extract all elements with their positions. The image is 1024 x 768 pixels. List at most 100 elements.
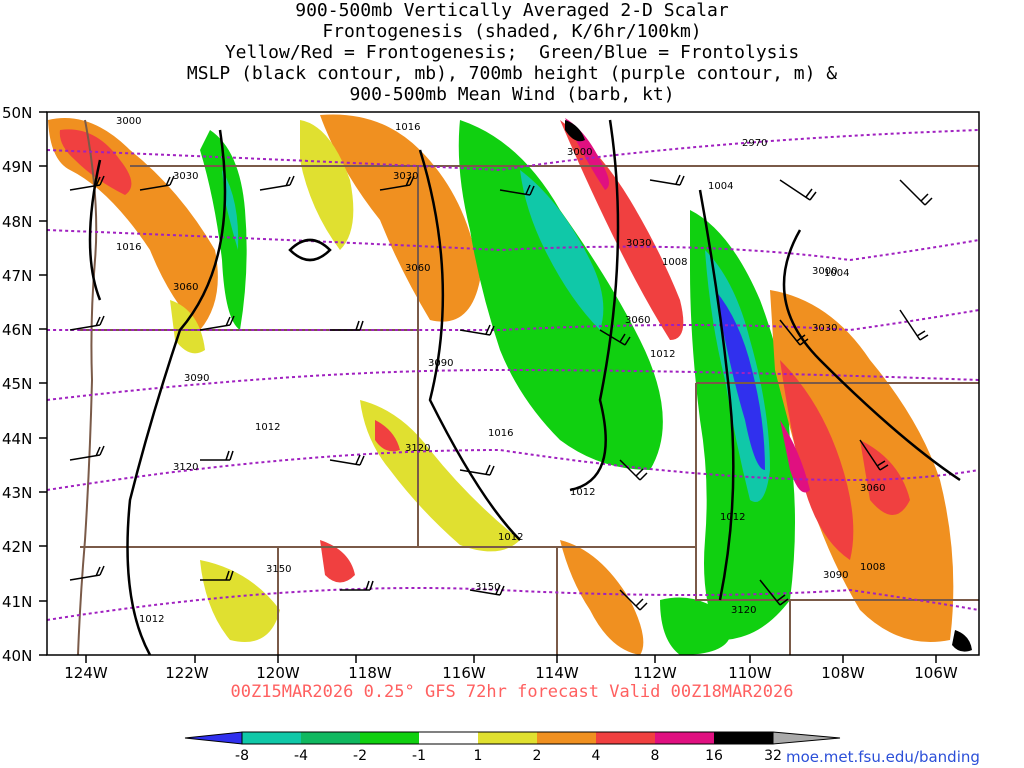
mslp-label: 1008	[662, 257, 687, 268]
height-label: 3090	[184, 373, 209, 384]
mslp-contour	[569, 119, 620, 492]
shade-se-magenta	[780, 420, 810, 493]
colorbar-label: -8	[235, 748, 249, 764]
height-label: 3030	[393, 171, 418, 182]
height-label: 3000	[567, 147, 592, 158]
mslp-contour	[288, 238, 332, 262]
height-label: 3000	[116, 116, 141, 127]
wind-barb	[259, 175, 295, 191]
height-label: 3120	[731, 605, 756, 616]
colorbar-segment	[301, 732, 360, 744]
lat-label: 45N	[2, 375, 32, 393]
mslp-label: 1004	[708, 181, 733, 192]
wind-barb	[649, 174, 685, 186]
title-line-5: 900-500mb Mean Wind (barb, kt)	[349, 84, 675, 105]
wind-barb	[619, 459, 648, 481]
mslp-label: 1012	[720, 512, 745, 523]
wind-barb	[69, 445, 105, 461]
lon-label: 124W	[64, 664, 108, 682]
wind-barb	[899, 309, 929, 341]
lat-label: 41N	[2, 593, 32, 611]
wind-barb	[499, 184, 535, 196]
lon-label: 112W	[633, 664, 677, 682]
shade-corner-black	[952, 630, 972, 652]
height-label: 3150	[475, 582, 500, 593]
lat-label: 50N	[2, 104, 32, 122]
height-label: 3060	[173, 282, 198, 293]
wind-barb	[619, 589, 648, 611]
colorbar-label: -4	[294, 748, 308, 764]
height-label: 3000	[812, 266, 837, 277]
mslp-label: 1008	[860, 562, 885, 573]
shade-se-red	[780, 360, 854, 560]
mslp-label: 1012	[255, 422, 280, 433]
colorbar-segment	[419, 732, 478, 744]
source-credit: moe.met.fsu.edu/banding	[786, 748, 980, 766]
lat-label: 47N	[2, 267, 32, 285]
wind-barb	[330, 320, 364, 331]
shade-montana-black	[565, 120, 585, 142]
colorbar-label: 8	[651, 748, 660, 764]
shade-nw-red	[59, 129, 132, 195]
lon-label: 116W	[442, 664, 486, 682]
shade-idaho-yellow	[300, 120, 354, 250]
mslp-label: 1004	[824, 268, 849, 279]
colorbar-label: 2	[533, 748, 542, 764]
lat-label: 43N	[2, 484, 32, 502]
mslp-label: 1016	[488, 428, 513, 439]
wind-barb	[379, 175, 415, 191]
lat-ticks	[39, 111, 47, 656]
shade-utah-orange	[560, 540, 644, 655]
axis-ticks	[39, 111, 937, 663]
wind-barb	[459, 464, 495, 476]
title-line-3: Yellow/Red = Frontogenesis; Green/Blue =…	[224, 42, 800, 63]
wind-barb	[200, 450, 234, 461]
colorbar-segment	[714, 732, 773, 744]
height-contour	[47, 368, 979, 401]
wind-barbs	[69, 174, 933, 611]
height-contour	[47, 229, 979, 262]
height-label: 3090	[428, 358, 453, 369]
height-label: 3120	[173, 462, 198, 473]
colorbar-label: 1	[474, 748, 483, 764]
shade-montana-red	[560, 120, 684, 340]
colorbar-segment	[596, 732, 655, 744]
mslp-contour	[698, 189, 735, 601]
colorbar-segment	[478, 732, 537, 744]
mslp-label: 1012	[650, 349, 675, 360]
shade-oregon-yellow	[170, 300, 205, 354]
lat-label: 40N	[2, 647, 32, 665]
title-line-4: MSLP (black contour, mb), 700mb height (…	[186, 63, 838, 84]
mslp-contour	[418, 149, 521, 541]
colorbar-segment	[655, 732, 714, 744]
colorbar-label: 32	[764, 748, 782, 764]
wind-barb	[200, 570, 234, 581]
wind-barb	[69, 315, 105, 331]
longitude-labels: 124W 122W 120W 118W 116W 114W 112W 110W …	[64, 664, 958, 682]
mslp-contour	[126, 129, 227, 655]
shade-sw-corner-green	[660, 597, 732, 655]
wind-barb	[899, 179, 933, 206]
height-label: 3090	[823, 570, 848, 581]
colorbar-label: -1	[412, 748, 426, 764]
frontogenesis-shading	[48, 114, 972, 655]
shade-sid-yellow	[360, 400, 520, 552]
colorbar: -8 -4 -2 -1 1 2 4 8 16 32	[184, 731, 841, 764]
mslp-contours	[88, 119, 961, 655]
wind-barb	[69, 565, 105, 581]
lon-label: 106W	[914, 664, 958, 682]
lat-label: 42N	[2, 538, 32, 556]
height-label: 3060	[405, 263, 430, 274]
height-label: 3060	[625, 315, 650, 326]
colorbar-arrow-left-outline	[184, 731, 243, 745]
colorbar-arrow-right	[773, 732, 840, 744]
colorbar-arrow-right-outline	[772, 731, 841, 745]
political-borders	[77, 119, 979, 655]
mslp-label: 1016	[395, 122, 420, 133]
border-wy	[695, 382, 979, 601]
lon-label: 120W	[256, 664, 300, 682]
height-contour	[47, 587, 979, 621]
colorbar-segment	[242, 732, 301, 744]
lat-label: 46N	[2, 321, 32, 339]
